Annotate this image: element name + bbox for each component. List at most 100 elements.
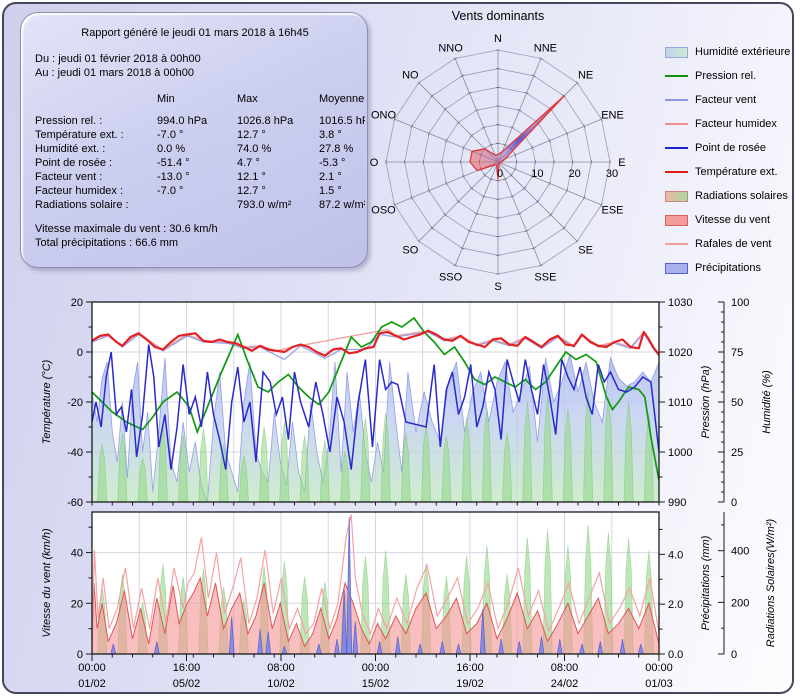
legend-item: Humidité extérieure <box>665 40 790 64</box>
axis-text: SSO <box>439 272 463 284</box>
legend-item: Facteur vent <box>665 88 790 112</box>
axis-text: 24/02 <box>551 678 579 690</box>
axis-text: NNE <box>534 42 557 54</box>
axis-text: 05/02 <box>173 678 201 690</box>
legend-swatch-line-icon <box>665 75 688 77</box>
legend-swatch-fill-icon <box>665 262 688 274</box>
axis-text: 50 <box>731 397 743 409</box>
summary-row: Facteur vent : -13.0 ° 12.1 ° 2.1 ° <box>35 171 342 183</box>
axis-text: 200 <box>731 597 749 609</box>
axis-text: O <box>370 157 379 169</box>
axis-text: OSO <box>371 204 396 216</box>
axis-text: NE <box>578 69 593 81</box>
axis-text: 1020 <box>668 347 692 359</box>
axis-text: 25 <box>731 447 743 459</box>
legend-label: Point de rosée <box>695 142 766 154</box>
wind-gust-line <box>92 514 659 642</box>
axis-text: 0 <box>77 649 83 661</box>
legend-item: Radiations solaires <box>665 184 790 208</box>
axis-text: 08:00 <box>551 662 579 674</box>
temperature-line <box>92 329 659 357</box>
report-panel: Rapport généré le jeudi 01 mars 2018 à 1… <box>2 2 794 694</box>
summary-row: Facteur humidex : -7.0 ° 12.7 ° 1.5 ° <box>35 185 342 197</box>
legend-item: Point de rosée <box>665 136 790 160</box>
axis-text: 15/02 <box>362 678 390 690</box>
wind-rose-chart: Vents dominants N NNE NE ENE E ESE SE SSE S SSO SO O… <box>370 9 626 293</box>
legend-swatch-line-icon <box>665 147 688 149</box>
legend-label: Rafales de vent <box>695 238 772 250</box>
wind-max-text: Vitesse maximale du vent : 30.6 km/h <box>35 223 218 235</box>
axis-text: 4.0 <box>668 549 683 561</box>
axis-text: NO <box>402 69 419 81</box>
summary-col-min: Min <box>157 93 175 105</box>
axis-text: 990 <box>668 497 686 509</box>
axis-text: 00:00 <box>645 662 673 674</box>
axis-text: ESE <box>601 204 623 216</box>
axis-text: NNO <box>438 42 463 54</box>
legend-item: Vitesse du vent <box>665 208 790 232</box>
legend-label: Pression rel. <box>695 70 757 82</box>
axis-text: Température (°C) <box>41 359 53 444</box>
axis-text: 75 <box>731 347 743 359</box>
period-from: Du : jeudi 01 février 2018 à 00h00 <box>35 53 201 65</box>
axis-text: Radiations Solaires(W/m²) <box>765 518 777 647</box>
axis-text: Pression (hPa) <box>700 365 712 438</box>
timeseries-charts: 200-20-40-604020010301020101010009904.02… <box>41 297 777 690</box>
legend-label: Vitesse du vent <box>695 214 771 226</box>
legend-swatch-fill-icon <box>665 214 688 226</box>
axis-text: 19/02 <box>456 678 484 690</box>
summary-row: Humidité ext. :0.0 % 74.0 % 27.8 % <box>35 143 354 155</box>
axis-text: Précipitations (mm) <box>700 535 712 630</box>
axis-text: Vents dominants <box>452 9 544 23</box>
dew-point-line <box>92 344 659 470</box>
axis-text: SE <box>578 245 593 257</box>
pressure-line <box>92 316 659 481</box>
axis-text: 0.0 <box>668 649 683 661</box>
legend-swatch-line-icon <box>665 123 688 125</box>
summary-row: Pression rel. :994.0 hPa 1026.8 hPa 1016.5… <box>35 115 365 127</box>
axis-text: SSE <box>534 272 556 284</box>
axis-text: 16:00 <box>456 662 484 674</box>
axis-text: ONO <box>371 110 397 122</box>
axis-text: 2.0 <box>668 599 683 611</box>
legend-label: Radiations solaires <box>695 190 788 202</box>
axis-text: ENE <box>601 110 624 122</box>
legend-item: Précipitations <box>665 256 790 280</box>
axis-text: E <box>618 157 625 169</box>
legend-label: Facteur humidex <box>695 118 777 130</box>
axis-text: 1000 <box>668 447 692 459</box>
summary-row: Température ext. : -7.0 ° 12.7 ° 3.8 ° <box>35 129 342 141</box>
axis-text: 30 <box>606 168 618 180</box>
precipitation-spikes <box>110 516 644 654</box>
summary-col-max: Max <box>237 93 258 105</box>
axis-text: 0 <box>77 347 83 359</box>
axis-text: 400 <box>731 546 749 558</box>
axis-text: 20 <box>71 297 83 309</box>
summary-table: Min Max Moyenne Pression rel. :994.0 hPa 102… <box>35 93 365 213</box>
axis-text: -20 <box>67 397 83 409</box>
legend-label: Température ext. <box>695 166 778 178</box>
legend-swatch-fill-icon <box>665 190 688 202</box>
axis-text: 10/02 <box>267 678 295 690</box>
axis-text: Humidité (%) <box>761 370 773 434</box>
axis-text: 20 <box>569 168 581 180</box>
axis-text: 01/02 <box>78 678 106 690</box>
legend-item: Pression rel. <box>665 64 790 88</box>
legend-swatch-line-icon <box>665 243 688 245</box>
axis-text: 0 <box>731 497 737 509</box>
period-to: Au : jeudi 01 mars 2018 à 00h00 <box>35 67 195 79</box>
summary-col-moyenne: Moyenne <box>319 93 365 105</box>
legend-swatch-fill-icon <box>665 46 688 58</box>
axis-text: 20 <box>71 598 83 610</box>
wind-rose-polygon <box>469 95 565 180</box>
summary-box: Rapport généré le jeudi 01 mars 2018 à 1… <box>20 12 368 268</box>
axis-text: 01/03 <box>645 678 673 690</box>
precip-total-text: Total précipitations : 66.6 mm <box>35 237 179 249</box>
axis-text: 00:00 <box>78 662 106 674</box>
axis-text: 100 <box>731 297 749 309</box>
axis-text: -40 <box>67 447 83 459</box>
legend-item: Température ext. <box>665 160 790 184</box>
legend-label: Humidité extérieure <box>695 46 791 58</box>
legend-label: Précipitations <box>695 262 762 274</box>
humidity-area <box>92 353 659 502</box>
